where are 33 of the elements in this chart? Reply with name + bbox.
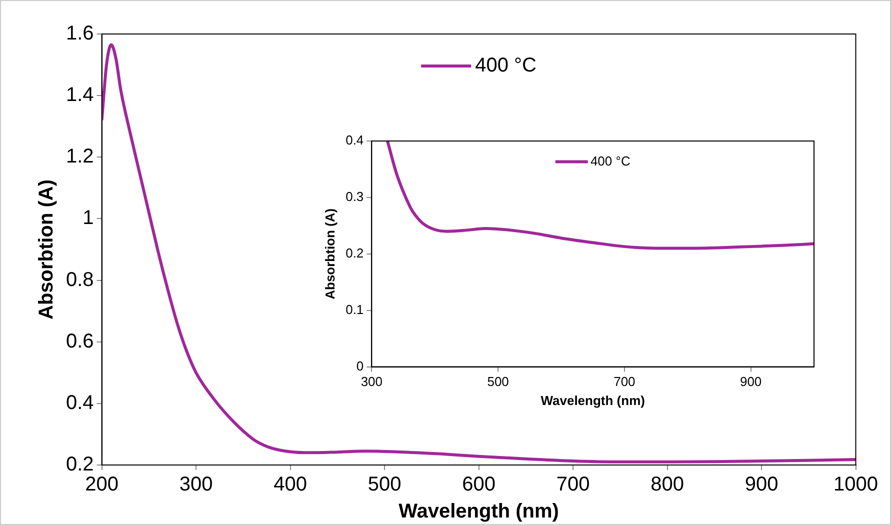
x-tick-label: 800 — [650, 474, 684, 496]
y-tick-label: 0.2 — [346, 245, 364, 260]
x-tick-label: 1000 — [834, 474, 878, 496]
y-tick-label: 0.8 — [66, 268, 94, 291]
legend-label: 400 °C — [475, 54, 536, 77]
x-tick-label: 500 — [487, 374, 509, 390]
y-tick-label: 1.2 — [66, 146, 94, 168]
y-tick-label: 0.4 — [66, 392, 94, 414]
x-tick-label: 300 — [179, 474, 213, 496]
x-axis-title: Wavelength (nm) — [398, 500, 559, 523]
x-tick-label: 200 — [85, 474, 118, 496]
y-tick-label: 1.4 — [66, 84, 94, 106]
x-tick-label: 700 — [614, 374, 636, 390]
x-tick-label: 500 — [368, 474, 402, 496]
x-tick-label: 700 — [556, 474, 590, 496]
y-tick-label: 0.4 — [346, 132, 364, 148]
y-tick-label: 0.1 — [346, 302, 364, 317]
y-tick-label: 1.6 — [66, 22, 94, 45]
x-tick-label: 400 — [274, 474, 307, 496]
y-axis-title: Absorbtion (A) — [36, 180, 58, 320]
line-series — [386, 141, 814, 250]
y-tick-label: 0.3 — [346, 189, 364, 204]
y-axis-title: Absorbtion (A) — [322, 208, 338, 300]
x-tick-label: 900 — [744, 474, 778, 496]
x-tick-label: 300 — [360, 374, 383, 390]
x-tick-label: 900 — [740, 374, 762, 390]
y-tick-label: 0 — [356, 358, 364, 374]
legend-label: 400 °C — [590, 153, 630, 168]
x-tick-label: 600 — [462, 474, 496, 496]
x-axis-title: Wavelength (nm) — [540, 392, 645, 408]
y-tick-label: 0.6 — [66, 330, 94, 352]
y-tick-label: 0.2 — [66, 454, 94, 476]
y-tick-label: 1 — [82, 207, 94, 230]
